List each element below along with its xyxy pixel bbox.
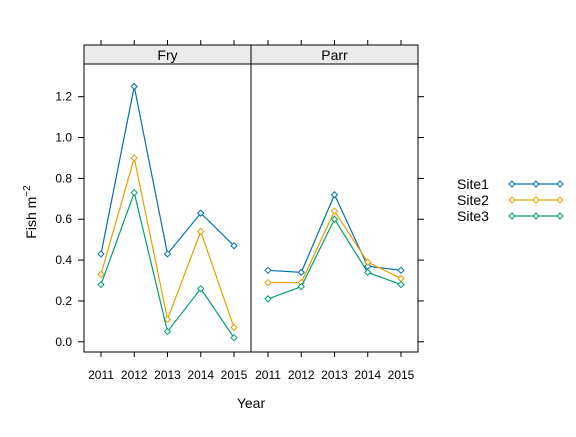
x-axis-title: Year (237, 395, 266, 411)
legend-marker (532, 212, 540, 220)
x-tick-label: 2013 (321, 368, 348, 382)
legend-marker (532, 196, 540, 204)
y-axis-title-main: Fish m (23, 197, 39, 239)
panel-strip-label: Fry (157, 47, 177, 63)
series-site1 (97, 82, 238, 258)
data-point (163, 250, 172, 258)
y-axis-title: Fish m−2 (22, 185, 39, 239)
legend-item-site2: Site2 (457, 192, 564, 208)
data-point (130, 188, 138, 197)
y-axis-title-superscript: −2 (22, 185, 33, 197)
series-site3 (264, 215, 405, 303)
legend-label: Site1 (457, 176, 489, 192)
panel-fry: Fry (83, 40, 252, 353)
data-point (397, 280, 405, 289)
data-point (130, 82, 138, 91)
series-line (267, 193, 402, 273)
x-tick-label: 2011 (88, 368, 114, 382)
x-tick-label: 2015 (221, 368, 248, 382)
data-point (97, 280, 105, 289)
legend-marker (508, 180, 516, 188)
data-point (130, 154, 138, 162)
data-point (264, 278, 272, 287)
data-point (264, 266, 272, 275)
y-axis: 0.0 0.2 0.4 0.6 0.8 1.0 1.2 (55, 90, 424, 349)
series-line (100, 157, 235, 328)
panels: Fry Parr (83, 40, 419, 353)
data-point (264, 295, 272, 303)
y-tick-label: 0.8 (55, 171, 72, 185)
x-tick-label: 2014 (354, 368, 381, 382)
series-site2 (97, 154, 238, 332)
data-point (330, 191, 339, 199)
y-tick-label: 1.2 (55, 90, 72, 104)
data-point (230, 242, 238, 250)
data-point (297, 282, 305, 291)
data-point (397, 274, 405, 283)
data-point (230, 323, 238, 332)
panel-frame (83, 63, 252, 353)
data-point (330, 215, 339, 223)
y-tick-label: 0.0 (55, 335, 72, 349)
y-tick-label: 0.4 (55, 253, 72, 267)
series-site3 (97, 188, 238, 342)
series-site1 (264, 191, 405, 277)
legend-marker (508, 196, 516, 204)
data-point (297, 268, 305, 277)
legend-marker (556, 196, 564, 204)
y-tick-label: 1.0 (55, 131, 72, 145)
legend-marker (556, 212, 564, 220)
data-point (397, 266, 405, 275)
legend-label: Site3 (457, 208, 489, 224)
panel-strip-label: Parr (321, 47, 348, 63)
series-site2 (264, 207, 405, 287)
legend-label: Site2 (457, 192, 489, 208)
series-line (267, 218, 402, 300)
legend-marker (532, 180, 540, 188)
x-tick-label: 2014 (187, 368, 214, 382)
x-tick-label: 2012 (288, 368, 315, 382)
legend-marker (556, 180, 564, 188)
data-point (364, 268, 372, 277)
data-point (163, 315, 172, 324)
data-point (230, 333, 238, 342)
y-tick-label: 0.6 (55, 212, 72, 226)
data-point (197, 209, 205, 217)
legend-marker (508, 212, 516, 220)
legend-item-site3: Site3 (457, 208, 564, 224)
y-tick-label: 0.2 (55, 294, 72, 308)
x-tick-label: 2015 (388, 368, 415, 382)
data-point (97, 250, 105, 258)
panel-parr: Parr (250, 40, 419, 353)
legend-item-site1: Site1 (457, 176, 564, 192)
x-tick-label: 2012 (121, 368, 148, 382)
x-tick-label: 2011 (255, 368, 281, 382)
x-axis: 2011 2012 2013 2014 2015 2011 2012 2013 2014 2015 (88, 352, 415, 382)
data-point (163, 327, 172, 336)
data-point (330, 207, 339, 215)
data-point (97, 270, 105, 279)
data-point (197, 284, 205, 293)
data-point (364, 258, 372, 266)
data-point (197, 227, 205, 236)
x-tick-label: 2013 (154, 368, 181, 382)
